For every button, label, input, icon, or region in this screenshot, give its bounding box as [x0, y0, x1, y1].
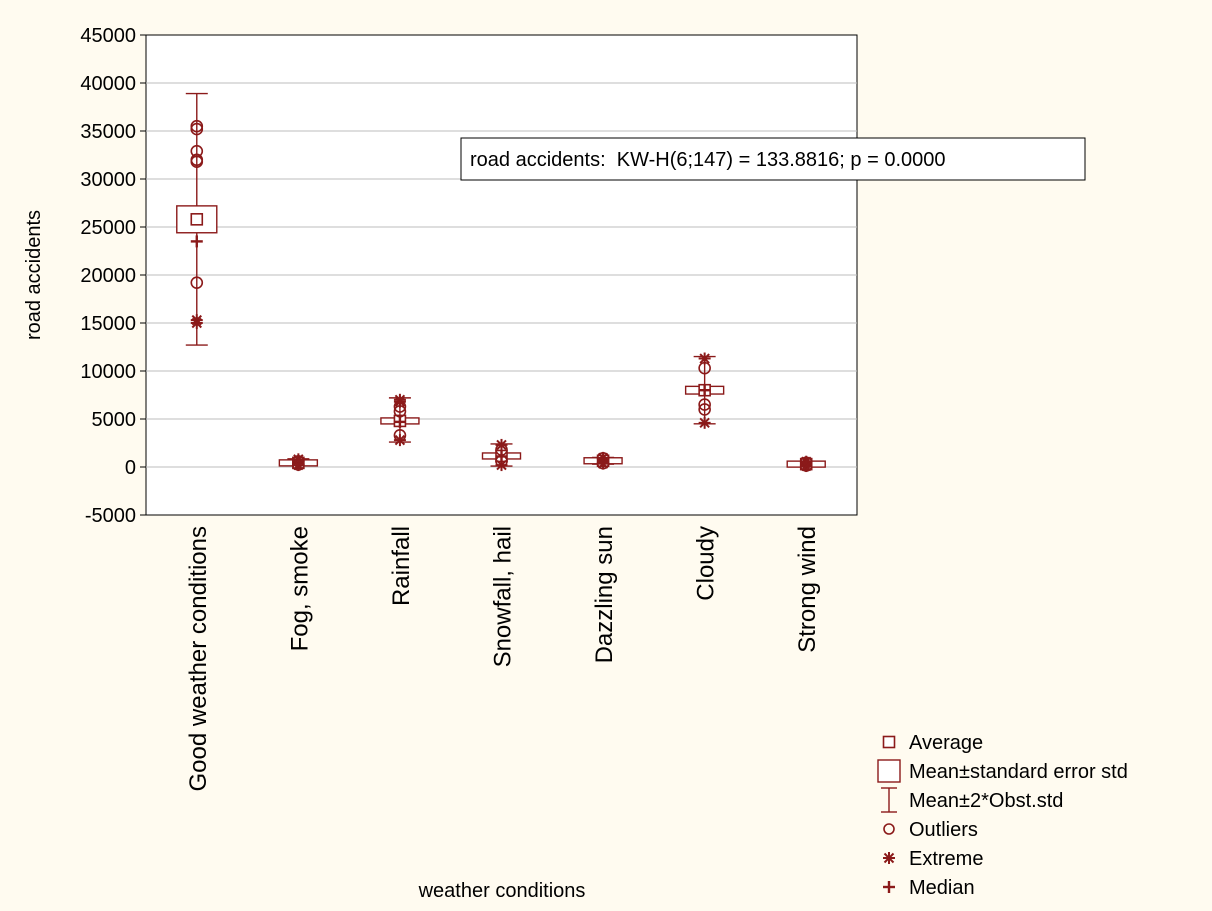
asterisk-stroke [496, 459, 507, 471]
box-group [481, 438, 522, 472]
outlier-marker [190, 155, 204, 169]
legend-box-icon [877, 759, 901, 783]
x-category-label: Fog, smoke [286, 526, 313, 651]
legend-item: Median [883, 877, 975, 899]
extreme-marker [800, 460, 813, 473]
asterisk-stroke [394, 434, 406, 446]
y-tick-label: 15000 [80, 313, 136, 335]
legend-median-icon [883, 881, 895, 893]
statistics-annotation: road accidents: KW-H(6;147) = 133.8816; … [460, 137, 1086, 181]
x-category-label: Dazzling sun [591, 526, 618, 663]
box-group [278, 453, 319, 472]
legend-item: Mean±standard error std [877, 759, 1128, 783]
y-tick-label: 30000 [80, 169, 136, 191]
legend-label: Median [909, 877, 975, 899]
asterisk-stroke [293, 459, 304, 471]
asterisk-stroke [801, 460, 812, 472]
legend-extreme-icon [883, 852, 895, 864]
box-group [583, 451, 623, 470]
box-group [380, 393, 420, 447]
extreme-marker [292, 459, 305, 472]
extreme-marker [495, 459, 508, 472]
legend-item: Extreme [883, 848, 983, 870]
legend-label: Outliers [909, 819, 978, 841]
y-tick-label: 20000 [80, 265, 136, 287]
x-category-label: Cloudy [693, 526, 720, 601]
se-box [176, 205, 218, 234]
asterisk-stroke [496, 439, 507, 451]
x-category-label: Strong wind [794, 526, 821, 653]
y-axis-title: road accidents [23, 210, 45, 340]
box-group [684, 352, 725, 429]
legend-item: Mean±2*Obst.std [881, 787, 1063, 813]
extreme-marker [597, 457, 610, 470]
extreme-marker [393, 395, 406, 408]
outlier-marker [190, 276, 204, 289]
asterisk-stroke [699, 417, 710, 429]
median-marker [393, 415, 406, 428]
statistics-annotation-text: road accidents: KW-H(6;147) = 133.8816; … [470, 149, 946, 171]
legend-label: Average [909, 732, 983, 754]
extreme-marker [698, 416, 711, 429]
extreme-marker [190, 317, 203, 329]
legend: Average Mean±standard error std Mean±2*Ob… [877, 732, 1128, 899]
y-tick-label: 25000 [80, 217, 136, 239]
mean-marker [190, 213, 204, 226]
y-tick-label: 0 [125, 457, 136, 479]
box-groups [176, 92, 826, 473]
y-tick-label: -5000 [85, 505, 136, 527]
extreme-marker [393, 434, 406, 447]
legend-outlier-icon [883, 823, 895, 835]
y-axis-ticks: -5000 0 5000 10000 15000 20000 25000 30000 35000… [80, 25, 146, 527]
x-category-label: Rainfall [388, 526, 415, 606]
x-category-label: Snowfall, hail [490, 526, 517, 667]
legend-label: Mean±2*Obst.std [909, 790, 1063, 812]
asterisk-stroke [394, 396, 406, 407]
box-group [786, 455, 826, 473]
outlier-marker [190, 122, 204, 136]
legend-label: Extreme [909, 848, 983, 870]
outlier-marker [698, 403, 711, 416]
asterisk-stroke [597, 458, 609, 469]
y-tick-label: 45000 [80, 25, 136, 47]
median-marker [190, 235, 203, 248]
legend-item: Outliers [883, 819, 978, 841]
y-tick-label: 10000 [80, 361, 136, 383]
median-marker [698, 384, 711, 397]
legend-item: Average [882, 732, 983, 754]
outlier-marker [698, 398, 711, 411]
x-axis-category-labels: Good weather conditions Fog, smoke Rainfal… [185, 526, 821, 792]
legend-label: Mean±standard error std [909, 761, 1128, 783]
asterisk-stroke [883, 852, 895, 864]
statistics-annotation-box [460, 137, 1086, 181]
asterisk-stroke [699, 353, 710, 364]
y-tick-label: 5000 [92, 409, 137, 431]
y-tick-label: 40000 [80, 73, 136, 95]
box-group [176, 92, 218, 346]
extreme-marker [495, 438, 508, 451]
x-axis-title: weather conditions [418, 880, 586, 902]
x-category-label: Good weather conditions [185, 526, 212, 792]
y-tick-label: 35000 [80, 121, 136, 143]
legend-average-icon [882, 735, 896, 749]
asterisk-stroke [191, 317, 202, 329]
extreme-marker [698, 352, 711, 365]
